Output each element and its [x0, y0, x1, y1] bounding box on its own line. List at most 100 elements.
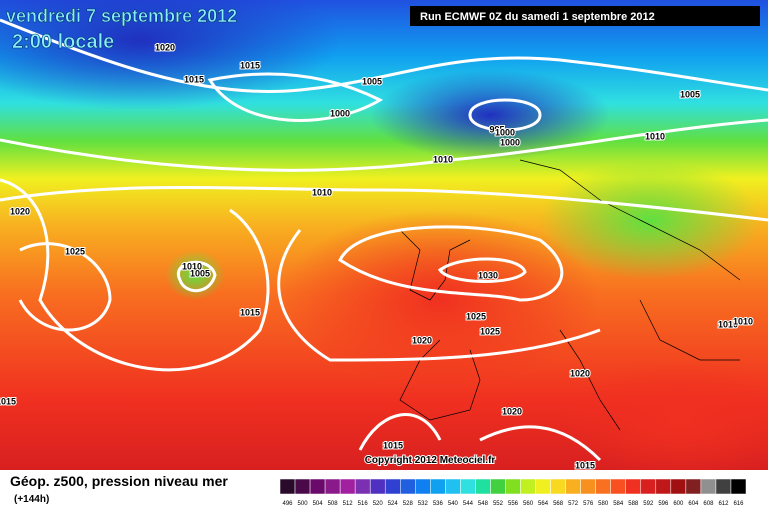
isobar-label: 1025 [466, 311, 486, 321]
color-swatch [415, 478, 431, 495]
time: 2:00 locale [12, 31, 114, 53]
colorbar-label: 504 [313, 501, 324, 507]
isobar-label: 1010 [733, 316, 753, 326]
colorbar-label: 580 [598, 501, 609, 507]
colorbar-label: 508 [328, 501, 339, 507]
colorbar-label: 544 [463, 501, 474, 507]
isobar-label: 1020 [502, 406, 522, 416]
colorbar-label: 524 [388, 501, 399, 507]
isobar-label: 1010 [182, 261, 202, 271]
colorbar-label: 532 [418, 501, 429, 507]
color-swatch [339, 478, 356, 495]
colorbar-label: 536 [433, 501, 444, 507]
colorbar-label: 500 [298, 501, 309, 507]
color-swatch [730, 478, 747, 495]
color-swatch [475, 478, 491, 495]
colorbar-label: 612 [718, 501, 729, 507]
colorbar-label: 584 [613, 501, 624, 507]
color-swatch [700, 478, 717, 495]
isobar-label: 1025 [65, 246, 85, 256]
isobar-label: 1030 [478, 270, 498, 280]
isobar-label: 1015 [240, 60, 260, 70]
color-swatch [595, 478, 611, 495]
colorbar-label: 496 [283, 501, 294, 507]
colorbar-label: 528 [403, 501, 414, 507]
isobar-label: 1020 [412, 335, 432, 345]
map-field [0, 0, 768, 480]
color-swatch [309, 478, 326, 495]
colorbar-label: 572 [568, 501, 579, 507]
run-box [410, 6, 760, 26]
colorbar-label: 552 [493, 501, 504, 507]
colorbar-label: 568 [553, 501, 564, 507]
isobar-label: 995 [489, 124, 504, 134]
color-swatch [640, 478, 657, 495]
color-swatch [294, 478, 311, 495]
color-swatch [369, 478, 386, 495]
colorbar-label: 576 [583, 501, 594, 507]
colorbar-label: 548 [478, 501, 489, 507]
isobar-label: 1000 [495, 127, 515, 137]
isobar-label: 1005 [362, 76, 382, 86]
color-swatch [324, 478, 341, 495]
color-swatch [490, 478, 506, 495]
color-swatch [279, 478, 296, 495]
isobar-label: 1010 [312, 187, 332, 197]
color-swatch [445, 478, 461, 495]
legend-title: Géop. z500, pression niveau mer [10, 473, 228, 489]
colorbar-label: 592 [643, 501, 654, 507]
isobar-label: 1015 [184, 74, 204, 84]
color-swatch [430, 478, 446, 495]
color-swatch [565, 478, 581, 495]
color-swatch [610, 478, 626, 495]
isobar-label: 1010 [645, 131, 665, 141]
isobar-label: 1025 [480, 326, 500, 336]
isobar-label: 1010 [433, 154, 453, 164]
isobar-label: 1015 [383, 440, 403, 450]
colorbar-label: 520 [373, 501, 384, 507]
color-swatch [580, 478, 596, 495]
isobar-label: 1000 [500, 137, 520, 147]
colorbar-label: 512 [343, 501, 354, 507]
isobar-label: 1015 [0, 396, 16, 406]
colorbar-label: 588 [628, 501, 639, 507]
color-swatch [655, 478, 672, 495]
color-swatch [384, 478, 401, 495]
color-swatch [715, 478, 732, 495]
colorbar: 496 500 504 508 512 516 520 524 528 532 536 540 544 5… [279, 478, 747, 507]
isobar-label: 1000 [330, 108, 350, 118]
isobar-label: 1010 [718, 319, 738, 329]
color-swatch [535, 478, 551, 495]
color-swatch [400, 478, 416, 495]
color-swatch [460, 478, 476, 495]
color-swatch [520, 478, 536, 495]
colorbar-label: 596 [658, 501, 669, 507]
isobar-labels: 1020101510151005100099510001000100510101… [0, 41, 754, 471]
color-swatch [625, 478, 642, 495]
colorbar-label: 556 [508, 501, 519, 507]
color-swatch [505, 478, 521, 495]
isobar-label: 1005 [680, 89, 700, 99]
color-swatch [550, 478, 566, 495]
isobar-label: 1005 [190, 268, 210, 278]
colorbar-label: 560 [523, 501, 534, 507]
isobar-label: 1020 [570, 368, 590, 378]
colorbar-label: 564 [538, 501, 549, 507]
isobar-label: 1020 [10, 206, 30, 216]
isobar-label: 1015 [240, 307, 260, 317]
colorbar-label: 516 [358, 501, 369, 507]
isobar-label: 1015 [575, 460, 595, 470]
colorbar-label: 540 [448, 501, 459, 507]
lead-time: (+144h) [14, 494, 49, 505]
color-swatch [670, 478, 687, 495]
copyright: Copyright 2012 Meteociel.fr [365, 455, 496, 466]
color-swatch [354, 478, 371, 495]
run-info: Run ECMWF 0Z du samedi 1 septembre 2012 [420, 11, 655, 23]
colorbar-label: 600 [673, 501, 684, 507]
date: vendredi 7 septembre 2012 [6, 6, 237, 26]
color-swatch [685, 478, 702, 495]
coastlines [399, 159, 741, 431]
colorbar-label: 604 [688, 501, 699, 507]
isobar-label: 1020 [155, 42, 175, 52]
colorbar-label: 616 [733, 501, 744, 507]
